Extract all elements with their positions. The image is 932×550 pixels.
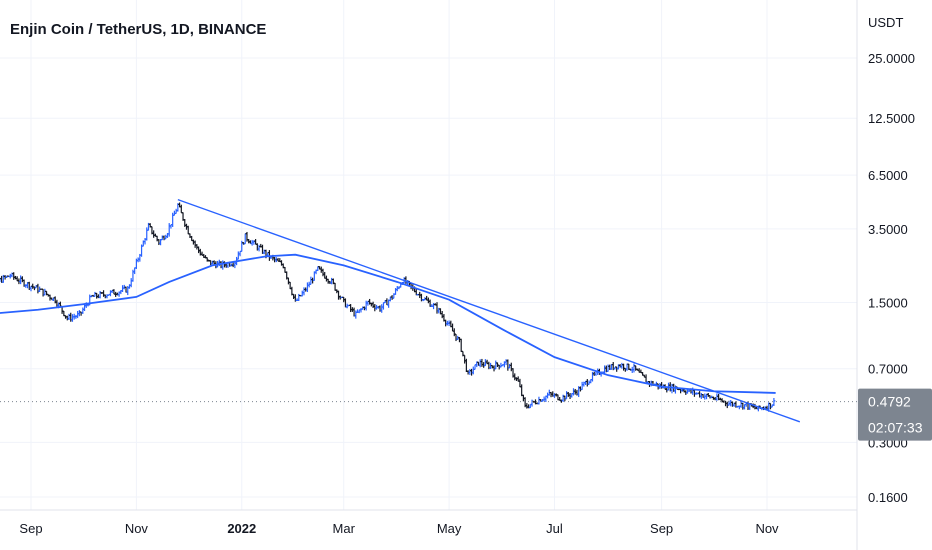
- price-tick-label: 0.7000: [868, 362, 908, 377]
- price-tick-label: 1.5000: [868, 296, 908, 311]
- time-tick-label: Nov: [125, 521, 149, 536]
- time-tick-label: Sep: [19, 521, 42, 536]
- time-tick-label: May: [437, 521, 462, 536]
- bar-countdown: 02:07:33: [868, 420, 923, 436]
- indicator-lines: [0, 198, 801, 423]
- price-tick-label: 3.5000: [868, 222, 908, 237]
- ohlc-bars: [0, 202, 776, 412]
- chart-title: Enjin Coin / TetherUS, 1D, BINANCE: [10, 21, 266, 38]
- price-axis[interactable]: 25.0000 12.5000 6.5000 3.5000 1.5000 0.7000 0.…: [868, 51, 915, 505]
- time-axis[interactable]: Sep Nov 2022 Mar May Jul Sep Nov: [19, 521, 779, 536]
- trend-line: [177, 198, 801, 423]
- time-tick-label: Nov: [755, 521, 779, 536]
- last-price-value: 0.4792: [868, 394, 911, 410]
- price-tick-label: 25.0000: [868, 51, 915, 66]
- price-tick-label: 6.5000: [868, 168, 908, 183]
- moving-average-line: [0, 253, 776, 394]
- price-axis-unit: USDT: [868, 15, 903, 30]
- last-price-tag-bg: [858, 388, 932, 441]
- time-tick-label: 2022: [227, 521, 256, 536]
- price-tick-label: 0.1600: [868, 490, 908, 505]
- time-tick-label: Sep: [650, 521, 673, 536]
- ohlc-bar: [772, 397, 776, 406]
- last-price-tag: 0.4792 02:07:33: [858, 388, 932, 441]
- price-tick-label: 12.5000: [868, 111, 915, 126]
- time-tick-label: Jul: [546, 521, 563, 536]
- time-tick-label: Mar: [333, 521, 356, 536]
